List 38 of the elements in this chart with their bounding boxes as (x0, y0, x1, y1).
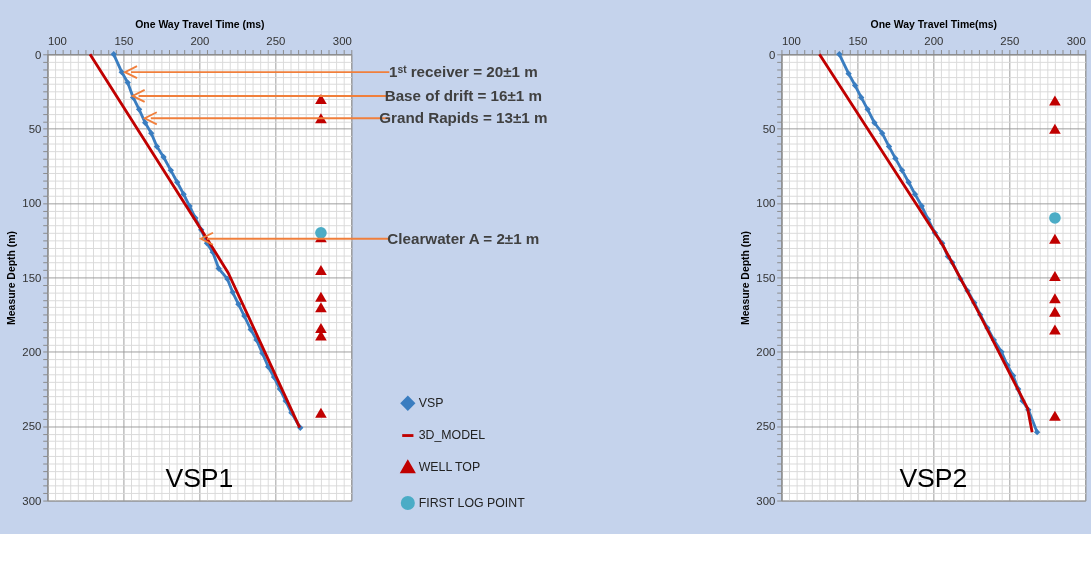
y-tick-label: 100 (22, 197, 42, 210)
x-axis-title: One Way Travel Time (ms) (135, 19, 265, 31)
y-tick-label: 0 (34, 48, 42, 61)
y-tick-label: 250 (756, 420, 776, 433)
y-tick-label: 150 (22, 271, 42, 284)
y-tick-label: 300 (22, 494, 42, 507)
x-tick-label: 150 (848, 35, 868, 48)
annotation: Grand Rapids = 13±1 m (379, 109, 548, 127)
text: VSP1 (165, 463, 234, 494)
annotation: Base of drift = 16±1 m (384, 86, 543, 104)
x-tick-label: 250 (1000, 35, 1020, 48)
x-tick-label: 100 (47, 35, 67, 48)
x-tick-label: 250 (266, 35, 286, 48)
y-tick-label: 150 (756, 271, 776, 284)
legend-label: 3D_MODEL (418, 428, 486, 443)
y-tick-label: 0 (768, 48, 776, 61)
y-axis-title: Measure Depth (m) (5, 230, 17, 325)
x-tick-label: 300 (1066, 35, 1086, 48)
y-tick-label: 50 (28, 122, 42, 135)
x-axis-title: One Way Travel Time(ms) (870, 19, 998, 31)
y-tick-label: 300 (756, 494, 776, 507)
y-tick-label: 100 (756, 197, 776, 210)
legend-label: FIRST LOG POINT (418, 495, 526, 510)
x-tick-label: 200 (190, 35, 210, 48)
y-tick-label: 250 (22, 420, 42, 433)
annotation: 1ˢᵗ receiver = 20±1 m (389, 62, 538, 80)
legend-label: WELL TOP (418, 459, 481, 474)
y-tick-label: 200 (756, 346, 776, 359)
x-tick-label: 150 (114, 35, 134, 48)
legend-label: VSP (418, 396, 444, 411)
x-tick-label: 100 (781, 35, 801, 48)
x-tick-label: 300 (332, 35, 352, 48)
annotation: Clearwater A = 2±1 m (387, 229, 540, 247)
y-axis-title: Measure Depth (m) (739, 230, 751, 325)
text: VSP2 (899, 463, 968, 494)
y-tick-label: 50 (762, 122, 776, 135)
y-tick-label: 200 (22, 346, 42, 359)
x-tick-label: 200 (924, 35, 944, 48)
